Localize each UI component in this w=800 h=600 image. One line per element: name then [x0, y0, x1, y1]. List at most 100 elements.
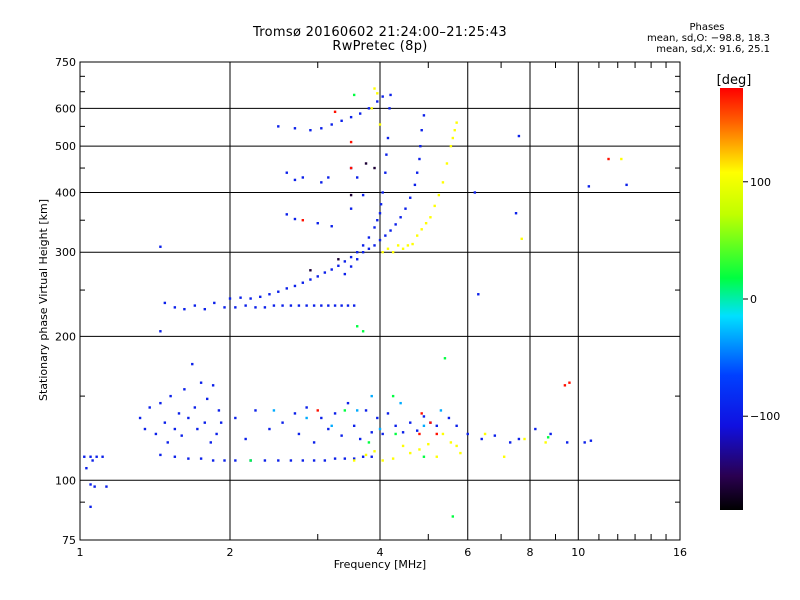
- data-point: [378, 238, 382, 242]
- data-point: [349, 193, 353, 197]
- data-point: [352, 304, 356, 307]
- data-point: [301, 459, 305, 462]
- data-point: [391, 251, 395, 254]
- data-point: [373, 450, 376, 453]
- data-point: [343, 457, 347, 460]
- data-point: [297, 432, 301, 436]
- data-point: [388, 107, 391, 110]
- data-point: [394, 424, 397, 428]
- data-point: [493, 434, 497, 437]
- x-tick-label: 2: [227, 546, 234, 559]
- data-point: [320, 304, 323, 307]
- data-point: [263, 306, 267, 309]
- data-point: [349, 140, 353, 144]
- data-point: [301, 281, 305, 284]
- data-point: [419, 144, 422, 148]
- data-point: [376, 416, 379, 420]
- data-point: [297, 304, 301, 307]
- data-point: [89, 483, 92, 486]
- colorbar: [deg] 100 0 −100: [717, 73, 780, 510]
- y-axis-ticks: 75 100 200 300 400 500 600 750: [55, 56, 680, 547]
- data-point: [534, 427, 537, 431]
- data-point: [263, 459, 267, 462]
- data-point: [211, 459, 215, 462]
- chart-subtitle: RwPretec (8p): [332, 39, 428, 54]
- data-point: [89, 505, 92, 509]
- data-point: [381, 432, 384, 436]
- data-point: [381, 191, 384, 194]
- data-point: [327, 427, 330, 431]
- data-point: [549, 432, 552, 436]
- data-point: [305, 406, 308, 409]
- data-point: [234, 416, 237, 420]
- data-point: [244, 304, 247, 307]
- data-point: [367, 441, 371, 444]
- data-point: [435, 455, 438, 458]
- data-point: [451, 136, 455, 140]
- data-point: [249, 297, 252, 300]
- data-point: [406, 244, 410, 247]
- data-point: [355, 325, 359, 328]
- data-point: [449, 441, 453, 444]
- data-point: [394, 223, 397, 226]
- data-point: [320, 416, 323, 420]
- data-point: [223, 459, 226, 462]
- data-point: [441, 181, 445, 184]
- data-point: [455, 121, 458, 124]
- data-point: [361, 193, 365, 197]
- data-point: [370, 455, 373, 458]
- x-tick-label: 6: [464, 546, 471, 559]
- data-point: [364, 162, 368, 165]
- data-point: [346, 304, 350, 307]
- data-point: [373, 87, 376, 90]
- data-point: [385, 153, 388, 156]
- data-point: [420, 128, 423, 132]
- x-tick-label: 16: [673, 546, 687, 559]
- data-point: [544, 441, 547, 444]
- data-point: [85, 466, 88, 470]
- chart-title: Tromsø 20160602 21:24:00–21:25:43: [252, 25, 508, 40]
- data-point: [285, 213, 288, 216]
- data-point: [183, 307, 186, 311]
- y-tick-label: 600: [55, 102, 76, 115]
- data-point: [148, 406, 151, 409]
- data-point: [514, 212, 518, 215]
- data-point: [367, 247, 371, 250]
- data-point: [346, 401, 350, 405]
- data-point: [449, 144, 453, 148]
- data-point: [378, 427, 382, 431]
- data-point: [159, 245, 162, 248]
- data-point: [409, 451, 412, 455]
- data-point: [289, 304, 293, 307]
- data-point: [187, 457, 190, 460]
- data-point: [330, 268, 333, 271]
- data-point: [376, 100, 379, 103]
- data-point: [437, 193, 441, 197]
- data-point: [337, 264, 340, 267]
- data-point: [568, 381, 571, 384]
- data-point: [378, 123, 382, 126]
- data-point: [293, 217, 297, 221]
- data-point: [361, 251, 365, 254]
- data-point: [340, 119, 343, 123]
- data-point: [205, 397, 209, 401]
- x-axis-ticks: 1 2 4 6 8 10 16: [77, 62, 687, 559]
- data-point: [455, 444, 458, 448]
- data-point: [355, 409, 359, 412]
- data-point: [473, 191, 477, 194]
- data-point: [625, 183, 628, 187]
- data-point: [93, 485, 96, 488]
- data-point: [312, 304, 316, 307]
- data-point: [361, 455, 365, 458]
- data-point: [281, 421, 284, 424]
- data-point: [364, 453, 368, 457]
- data-point: [480, 437, 483, 441]
- data-point: [191, 362, 194, 366]
- data-point: [277, 290, 280, 293]
- data-point: [361, 330, 365, 333]
- data-point: [105, 485, 108, 488]
- data-point: [373, 226, 376, 229]
- data-point: [565, 441, 569, 444]
- x-axis-label: Frequency [MHz]: [334, 558, 426, 571]
- data-point: [320, 127, 323, 130]
